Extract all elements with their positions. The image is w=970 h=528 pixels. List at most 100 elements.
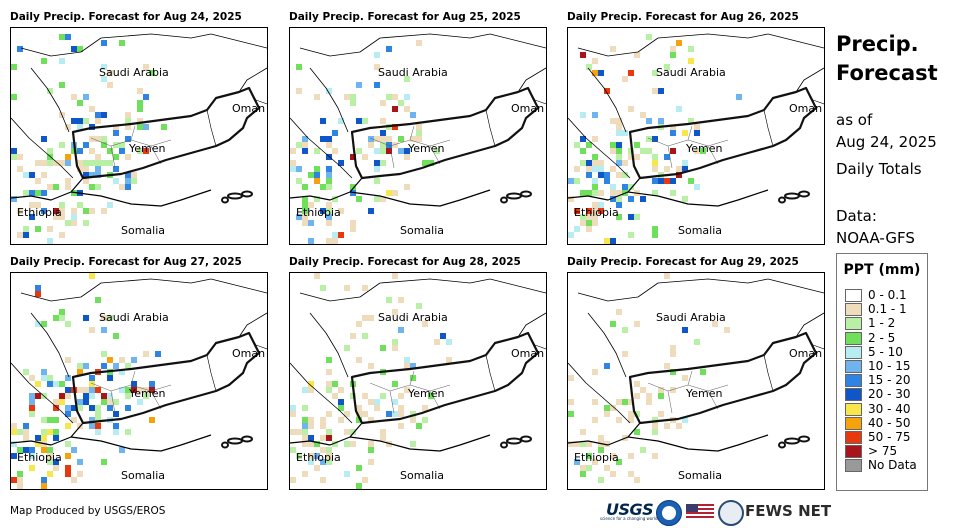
precip-cell [59,202,65,208]
precip-cell [664,154,670,160]
precip-cell [41,483,47,489]
precip-cell [59,34,65,40]
precip-cell [320,435,326,441]
legend-item: 20 - 30 [845,388,911,402]
precip-cell [125,405,131,411]
precip-cell [83,393,89,399]
precip-cell [586,190,592,196]
precip-map: Saudi Arabia Oman Yemen Ethiopia Somalia [567,272,825,490]
precip-cell [634,52,640,58]
precip-cell [640,196,646,202]
precip-cell [682,166,688,172]
legend-label: 15 - 20 [868,373,911,388]
forecast-panel-aug-27: Daily Precip. Forecast for Aug 27, 2025 … [10,256,268,490]
precip-cell [113,178,119,184]
precip-cell [368,363,374,369]
precip-cell [53,399,59,405]
precip-cell [71,477,77,483]
precip-cell [652,70,658,76]
precip-cell [125,124,131,130]
precip-cell [398,100,404,106]
border-line [485,109,496,147]
precip-cell [598,190,604,196]
precip-cell [610,238,616,244]
precip-cell [338,208,344,214]
border-line [763,354,774,392]
precip-cell [89,423,95,429]
precip-map: Saudi Arabia Oman Yemen Ethiopia Somalia [567,27,825,245]
precip-cell [308,441,314,447]
border-line [20,278,212,302]
precip-cell [125,184,131,190]
precip-cell [622,160,628,166]
precip-cell [161,124,167,130]
legend-item: 0.1 - 1 [845,303,907,317]
precip-cell [101,351,107,357]
precip-cell [392,124,398,130]
precip-cell [17,154,23,160]
precip-cell [77,387,83,393]
precip-cell [107,202,113,208]
precip-cell [616,196,622,202]
legend-item: 15 - 20 [845,374,911,388]
precip-cell [392,381,398,387]
precip-cell [89,273,95,279]
precip-cell [11,154,17,160]
forecast-panel-aug-25: Daily Precip. Forecast for Aug 25, 2025 … [289,11,547,245]
label-somalia: Somalia [678,224,723,237]
precip-cell [634,321,640,327]
precip-cell [320,477,326,483]
legend-swatch [845,360,862,373]
precip-cell [622,399,628,405]
precip-cell [652,190,658,196]
precip-cell [368,441,374,447]
precip-cell [23,429,29,435]
precip-cell [29,453,35,459]
precip-cell [41,429,47,435]
precip-cell [380,196,386,202]
island-shape [500,196,508,204]
border-line [568,177,641,201]
precip-cell [664,64,670,70]
precip-cell [308,220,314,226]
precip-cell [77,405,83,411]
precip-cell [652,88,658,94]
precip-cell [113,399,119,405]
precip-cell [724,327,730,333]
precip-cell [41,321,47,327]
label-ethiopia: Ethiopia [296,451,341,464]
data-source: NOAA-GFS [836,229,915,247]
label-oman: Oman [511,347,545,360]
precip-cell [568,441,574,447]
precip-cell [610,142,616,148]
precip-cell [95,297,101,303]
precip-cell [47,453,53,459]
precip-cell [610,190,616,196]
precip-cell [652,160,658,166]
precip-cell [17,447,23,453]
precip-cell [616,190,622,196]
precip-cell [47,154,53,160]
yemen-outline [350,86,540,180]
precip-cell [694,339,700,345]
precip-cell [302,208,308,214]
precip-cell [598,166,604,172]
border-line [627,434,769,452]
legend-swatch [845,317,862,331]
precip-cell [398,136,404,142]
precip-cell [302,214,308,220]
precip-cell [107,160,113,166]
precip-cell [628,70,634,76]
precip-cell [586,166,592,172]
precip-cell [410,441,416,447]
precip-cell [392,339,398,345]
precip-map: Saudi Arabia Oman Yemen Ethiopia Somalia [289,27,547,245]
precip-cell [125,429,131,435]
legend-label: 1 - 2 [868,316,896,331]
border-line [70,189,212,207]
precip-cell [65,160,71,166]
precip-cell [71,46,77,52]
precip-cell [11,94,17,100]
precip-cell [113,333,119,339]
border-line [489,33,546,49]
